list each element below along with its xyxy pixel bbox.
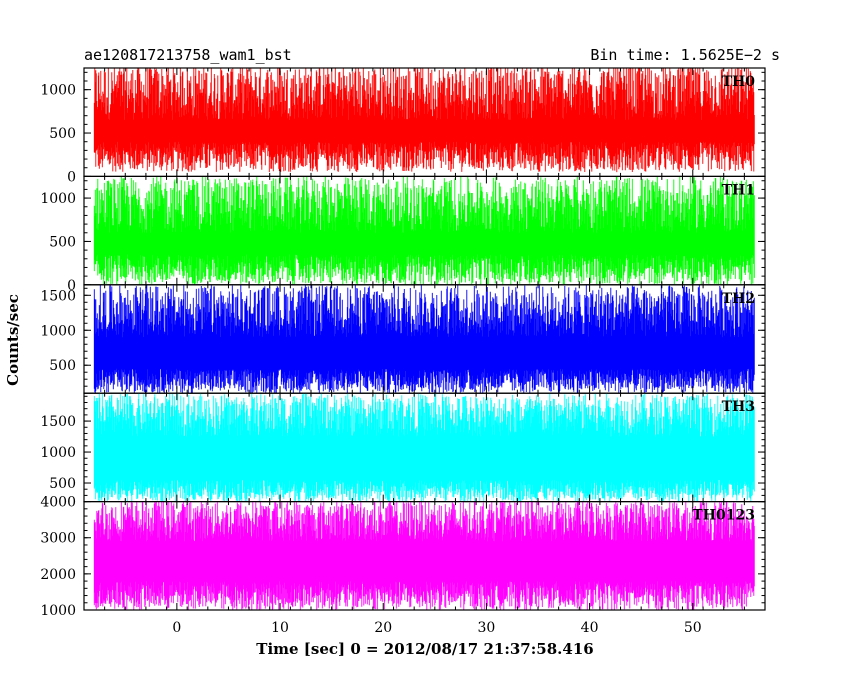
x-tick-label: 20 [374,620,392,636]
panel-label: TH2 [722,291,755,307]
x-axis: 0 10 20 30 40 50 [172,620,701,636]
y-axis-label: Counts/sec [4,294,22,386]
y-tick-label: 1000 [40,191,76,207]
y-tick-label: 0 [67,169,76,185]
y-tick-label: 4000 [40,495,76,511]
panel-label: TH0 [722,74,756,90]
panel-frame [83,501,766,611]
x-tick-label: 30 [477,620,495,636]
y-tick-label: 1000 [40,323,76,339]
y-tick-label: 1500 [40,414,76,430]
panel-label: TH3 [722,399,755,415]
y-tick-label: 500 [49,126,76,142]
panels: 0 500 1000 TH0 0 500 1000 TH1 500 1000 1500 TH2 500 1… [40,67,766,619]
x-axis-label: Time [sec] 0 = 2012/08/17 21:37:58.416 [256,640,593,658]
y-tick-label: 2000 [40,567,76,583]
y-tick-label: 1000 [40,83,76,99]
panel-th0123: 1000 2000 3000 4000 TH0123 [40,495,766,619]
y-tick-label: 500 [49,476,76,492]
y-tick-label: 500 [49,234,76,250]
series-th2-line [93,284,755,394]
series-th0123-line [93,501,755,610]
panel-th0: 0 500 1000 TH0 [40,67,766,185]
series-th0-line [93,68,755,173]
x-tick-label: 10 [271,620,289,636]
y-tick-label: 500 [49,358,76,374]
y-tick-label: 0 [67,278,76,294]
y-tick-label: 1500 [40,288,76,304]
bin-time-label: Bin time: 1.5625E−2 s [590,46,780,64]
y-tick-label: 3000 [40,531,76,547]
x-tick-label: 0 [172,620,181,636]
series-th1-line [93,176,755,285]
panel-th1: 0 500 1000 TH1 [40,175,766,294]
x-tick-label: 50 [684,620,702,636]
y-tick-label: 1000 [40,445,76,461]
panel-label: TH0123 [692,508,755,524]
panel-label: TH1 [722,182,755,198]
panel-th3: 500 1000 1500 TH3 [40,392,766,503]
chart-title: ae120817213758_wam1_bst [84,46,292,64]
series-th3-line [93,393,755,502]
panel-th2: 500 1000 1500 TH2 [40,284,766,394]
y-tick-label: 1000 [40,603,76,619]
x-tick-label: 40 [581,620,599,636]
